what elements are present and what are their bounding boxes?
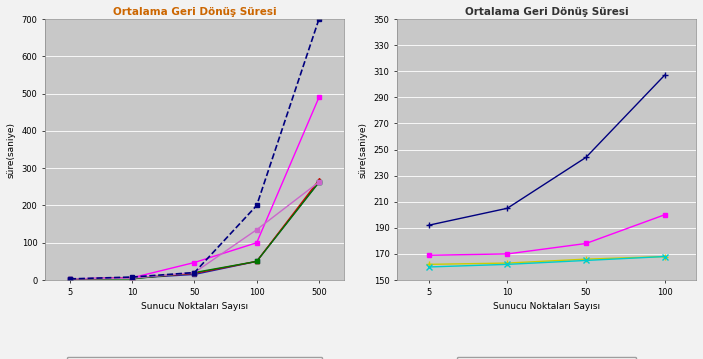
10Mbd	[582, 257, 591, 261]
10kbt	[315, 180, 323, 185]
X-axis label: Sunucu Noktaları Sayısı: Sunucu Noktaları Sayısı	[493, 302, 600, 311]
Line: 100Mbt: 100Mbt	[426, 254, 667, 270]
Line: 1m+: 1m+	[67, 17, 321, 281]
1mb1	[252, 241, 261, 245]
Line: 1Gbt: 1Gbt	[67, 180, 321, 281]
10Mbd	[425, 262, 433, 266]
Title: Ortalama Geri Dönüş Süresi: Ortalama Geri Dönüş Süresi	[112, 7, 276, 17]
10kbt	[252, 259, 261, 264]
Line: 10mbt: 10mbt	[67, 178, 321, 281]
10kbt	[128, 277, 136, 281]
1mb1	[315, 95, 323, 99]
1Gbt	[65, 277, 74, 281]
Legend: 3/Kb, 1Mbt, 10Mbd, 100Mbt: 3/Kb, 1Mbt, 10Mbd, 100Mbt	[457, 357, 636, 359]
100Mbt	[503, 262, 512, 266]
Title: Ortalama Geri Dönüş Süresi: Ortalama Geri Dönüş Süresi	[465, 7, 628, 17]
1mb1	[128, 276, 136, 280]
1Mbt	[425, 253, 433, 257]
1m+	[128, 275, 136, 279]
Legend: 64kb, 1mb1, 10mbt, 10kbt, 1Gbt, 1m+: 64kb, 1mb1, 10mbt, 10kbt, 1Gbt, 1m+	[67, 357, 322, 359]
100Mbt	[660, 255, 669, 259]
10Mbd	[503, 261, 512, 265]
10mbt	[252, 259, 261, 264]
1mb1	[191, 260, 199, 265]
10mbt	[315, 178, 323, 182]
3/Kb	[503, 206, 512, 210]
10kbt	[191, 270, 199, 275]
64kb	[128, 276, 136, 280]
Line: 1Mbt: 1Mbt	[427, 213, 666, 257]
X-axis label: Sunucu Noktaları Sayısı: Sunucu Noktaları Sayısı	[141, 302, 248, 311]
3/Kb	[660, 73, 669, 77]
Line: 64kb: 64kb	[67, 180, 321, 281]
64kb	[252, 259, 261, 264]
10mbt	[128, 276, 136, 280]
3/Kb	[425, 223, 433, 227]
Line: 3/Kb: 3/Kb	[426, 73, 667, 228]
Y-axis label: süre(saniye): süre(saniye)	[7, 122, 16, 178]
10kbt	[65, 277, 74, 281]
1Mbt	[503, 252, 512, 256]
1m+	[252, 203, 261, 208]
100Mbt	[582, 258, 591, 262]
10mbt	[65, 277, 74, 281]
1mb1	[65, 277, 74, 281]
1Gbt	[252, 228, 261, 232]
100Mbt	[425, 265, 433, 269]
1Gbt	[315, 180, 323, 184]
Y-axis label: süre(saniye): süre(saniye)	[359, 122, 368, 178]
1Gbt	[128, 276, 136, 280]
64kb	[191, 272, 199, 276]
10Mbd	[660, 255, 669, 259]
1Mbt	[582, 241, 591, 246]
Line: 1mb1: 1mb1	[67, 95, 321, 281]
1Mbt	[660, 213, 669, 217]
Line: 10kbt: 10kbt	[67, 180, 321, 281]
3/Kb	[582, 155, 591, 159]
1m+	[191, 270, 199, 275]
10mbt	[191, 271, 199, 275]
Line: 10Mbd: 10Mbd	[426, 254, 667, 267]
1m+	[315, 17, 323, 21]
64kb	[315, 180, 323, 184]
1Gbt	[191, 270, 199, 275]
1m+	[65, 277, 74, 281]
64kb	[65, 277, 74, 281]
